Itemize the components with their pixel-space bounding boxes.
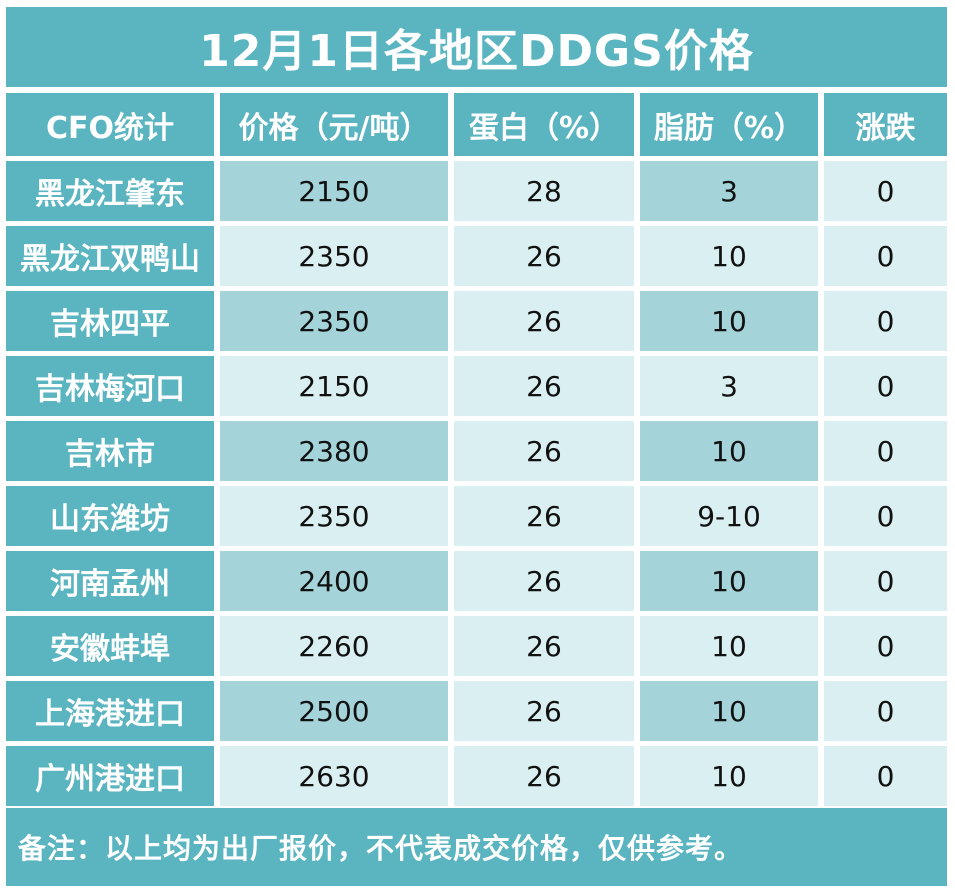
change-cell: 0 bbox=[824, 681, 947, 741]
region-cell: 山东潍坊 bbox=[6, 486, 214, 546]
protein-cell: 26 bbox=[454, 356, 634, 416]
price-cell: 2260 bbox=[220, 616, 448, 676]
fat-cell: 9-10 bbox=[640, 486, 818, 546]
price-cell: 2350 bbox=[220, 291, 448, 351]
region-cell: 广州港进口 bbox=[6, 746, 214, 806]
fat-cell: 10 bbox=[640, 551, 818, 611]
change-cell: 0 bbox=[824, 746, 947, 806]
region-cell: 黑龙江双鸭山 bbox=[6, 226, 214, 286]
fat-cell: 3 bbox=[640, 356, 818, 416]
header-source: CFO统计 bbox=[6, 93, 214, 156]
change-cell: 0 bbox=[824, 291, 947, 351]
price-cell: 2380 bbox=[220, 421, 448, 481]
region-cell: 吉林市 bbox=[6, 421, 214, 481]
price-cell: 2350 bbox=[220, 226, 448, 286]
region-cell: 吉林四平 bbox=[6, 291, 214, 351]
fat-cell: 10 bbox=[640, 681, 818, 741]
price-cell: 2150 bbox=[220, 161, 448, 221]
fat-cell: 10 bbox=[640, 746, 818, 806]
price-cell: 2400 bbox=[220, 551, 448, 611]
price-cell: 2630 bbox=[220, 746, 448, 806]
region-cell: 安徽蚌埠 bbox=[6, 616, 214, 676]
protein-cell: 26 bbox=[454, 421, 634, 481]
header-price: 价格（元/吨） bbox=[220, 93, 448, 156]
fat-cell: 3 bbox=[640, 161, 818, 221]
protein-cell: 26 bbox=[454, 616, 634, 676]
region-cell: 黑龙江肇东 bbox=[6, 161, 214, 221]
change-cell: 0 bbox=[824, 421, 947, 481]
price-cell: 2500 bbox=[220, 681, 448, 741]
fat-cell: 10 bbox=[640, 616, 818, 676]
region-cell: 吉林梅河口 bbox=[6, 356, 214, 416]
fat-cell: 10 bbox=[640, 291, 818, 351]
header-fat: 脂肪（%） bbox=[640, 93, 818, 156]
price-cell: 2350 bbox=[220, 486, 448, 546]
price-cell: 2150 bbox=[220, 356, 448, 416]
price-table: CFO统计 价格（元/吨） 蛋白（%） 脂肪（%） 涨跌 黑龙江肇东 2150 … bbox=[6, 93, 947, 806]
fat-cell: 10 bbox=[640, 421, 818, 481]
footer-note: 备注：以上均为出厂报价，不代表成交价格，仅供参考。 bbox=[6, 808, 947, 886]
protein-cell: 26 bbox=[454, 486, 634, 546]
header-protein: 蛋白（%） bbox=[454, 93, 634, 156]
protein-cell: 26 bbox=[454, 746, 634, 806]
change-cell: 0 bbox=[824, 616, 947, 676]
region-cell: 上海港进口 bbox=[6, 681, 214, 741]
protein-cell: 26 bbox=[454, 226, 634, 286]
protein-cell: 26 bbox=[454, 291, 634, 351]
header-change: 涨跌 bbox=[824, 93, 947, 156]
fat-cell: 10 bbox=[640, 226, 818, 286]
region-cell: 河南孟州 bbox=[6, 551, 214, 611]
protein-cell: 28 bbox=[454, 161, 634, 221]
change-cell: 0 bbox=[824, 161, 947, 221]
change-cell: 0 bbox=[824, 551, 947, 611]
change-cell: 0 bbox=[824, 226, 947, 286]
change-cell: 0 bbox=[824, 356, 947, 416]
change-cell: 0 bbox=[824, 486, 947, 546]
protein-cell: 26 bbox=[454, 681, 634, 741]
table-title: 12月1日各地区DDGS价格 bbox=[6, 7, 947, 87]
protein-cell: 26 bbox=[454, 551, 634, 611]
